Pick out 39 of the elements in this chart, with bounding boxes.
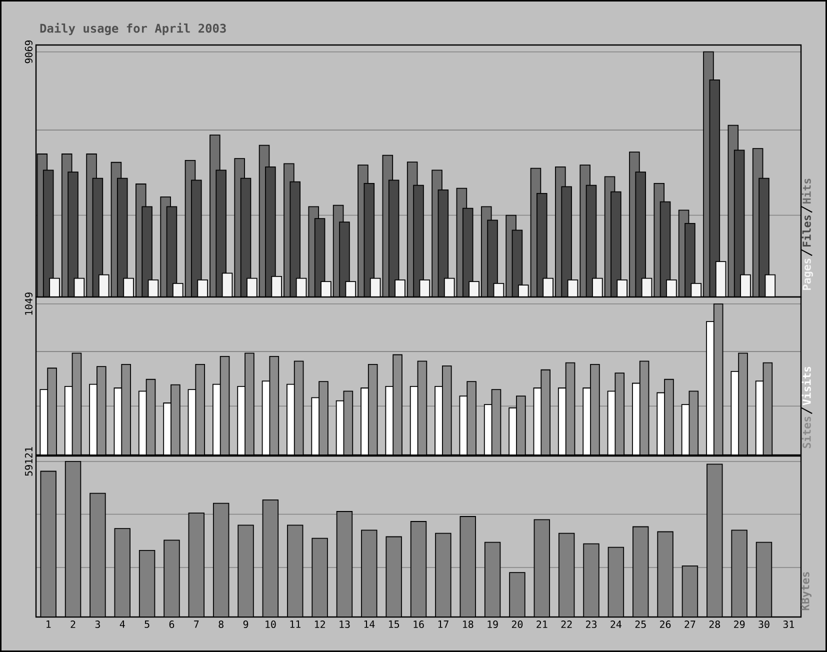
x-tick-label: 19	[488, 620, 498, 628]
y-tick-label: 59121	[24, 447, 32, 476]
x-tick-label: 26	[660, 620, 671, 628]
x-tick-label: 21	[536, 620, 548, 628]
x-tick-label: 23	[586, 620, 596, 628]
text: Visits	[802, 366, 811, 406]
x-tick-label: 5	[144, 620, 150, 628]
x-tick-label: 28	[709, 620, 720, 628]
x-tick-label: 24	[610, 620, 622, 628]
x-tick-label: 18	[463, 620, 474, 628]
x-tick-label: 1	[46, 620, 51, 628]
x-tick-label: 3	[95, 620, 100, 628]
x-tick-label: 10	[266, 620, 276, 628]
x-tick-label: 9	[243, 620, 248, 628]
y-tick-label: 1049	[24, 292, 32, 315]
x-tick-label: 27	[684, 620, 696, 628]
x-tick-label: 4	[120, 620, 125, 628]
chart-title: Daily usage for April 2003	[40, 22, 226, 36]
x-tick-label: 7	[194, 620, 199, 628]
x-tick-label: 22	[561, 620, 572, 628]
x-tick-label: 8	[218, 620, 224, 628]
text: Hits	[802, 178, 811, 204]
x-tick-label: 6	[169, 620, 174, 628]
x-tick-label: 30	[758, 620, 770, 628]
x-tick-label: 20	[512, 620, 523, 628]
y-tick-label: 9069	[24, 40, 32, 64]
x-tick-label: 25	[635, 620, 646, 628]
x-tick-label: 12	[315, 620, 325, 628]
x-tick-label: 15	[389, 620, 400, 628]
x-tick-label: 13	[340, 620, 350, 628]
text: KBytes	[801, 572, 812, 610]
x-tick-label: 2	[70, 620, 76, 628]
x-tick-label: 29	[734, 620, 745, 628]
x-tick-label: 14	[364, 620, 375, 628]
x-tick-label: 31	[783, 620, 794, 628]
x-tick-label: 11	[290, 620, 300, 628]
x-tick-label: 17	[438, 620, 448, 628]
x-tick-label: 16	[414, 620, 424, 628]
legend-label: Files	[802, 215, 811, 247]
